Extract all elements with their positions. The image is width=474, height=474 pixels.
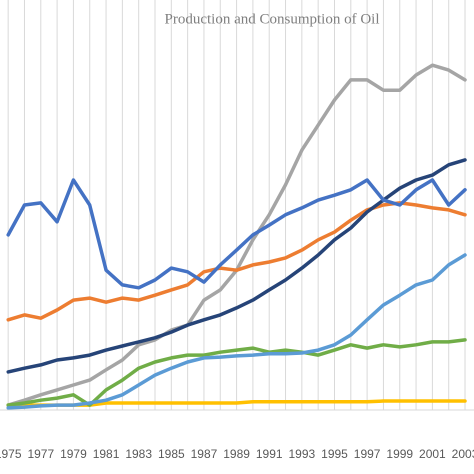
x-tick-label: 1989 [223,447,250,461]
series-line [6,178,467,290]
x-tick-label: 1981 [93,447,120,461]
series-line [6,158,467,374]
plot-area [6,63,467,410]
x-tick-label: 1979 [60,447,87,461]
x-tick-label: 1975 [0,447,22,461]
x-tick-label: 2001 [419,447,446,461]
x-tick-label: 2003 [452,447,474,461]
x-tick-label: 1987 [191,447,218,461]
x-tick-label: 1995 [321,447,348,461]
x-tick-label: 1991 [256,447,283,461]
series-line [6,253,467,410]
x-tick-label: 1985 [158,447,185,461]
x-tick-label: 1977 [27,447,54,461]
x-tick-label: 1983 [125,447,152,461]
x-tick-label: 1993 [289,447,316,461]
chart-title: Production and Consumption of Oil [165,11,380,27]
x-axis: 1975 1977 1979 1981 1983 1985 1987 1989 1991 1993… [0,447,474,461]
grid [0,0,474,411]
series-line [6,201,467,322]
series-line [6,338,467,407]
x-tick-label: 1999 [386,447,413,461]
x-tick-label: 1997 [354,447,381,461]
